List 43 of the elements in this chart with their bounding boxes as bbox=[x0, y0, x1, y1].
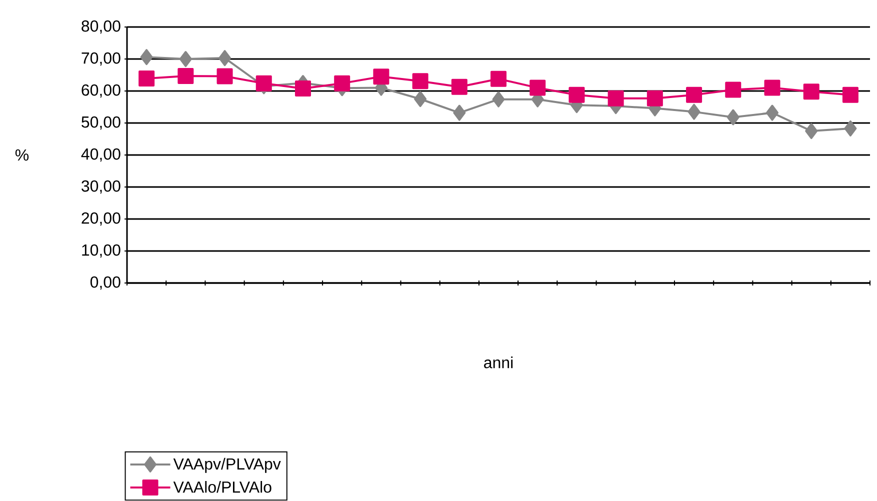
legend-label: VAApv/PLVApv bbox=[173, 458, 281, 474]
point bbox=[530, 80, 546, 96]
x-axis-title: anni bbox=[484, 356, 513, 368]
point bbox=[492, 92, 505, 108]
point bbox=[842, 87, 858, 104]
point bbox=[412, 73, 428, 90]
y-tick-label: 0,00 bbox=[90, 276, 120, 290]
point bbox=[218, 50, 232, 66]
point bbox=[414, 91, 427, 108]
y-tick-label: 80,00 bbox=[82, 20, 120, 34]
y-tick-label: 50,00 bbox=[82, 116, 120, 130]
point bbox=[764, 80, 780, 96]
point bbox=[294, 80, 311, 97]
point bbox=[334, 76, 350, 92]
point bbox=[766, 104, 778, 121]
point bbox=[216, 68, 233, 84]
point bbox=[373, 68, 390, 85]
point bbox=[844, 120, 857, 137]
point bbox=[140, 49, 153, 66]
point bbox=[646, 90, 663, 107]
point bbox=[138, 70, 155, 87]
point bbox=[179, 51, 192, 68]
point bbox=[608, 90, 624, 107]
y-axis-title: % bbox=[15, 150, 29, 161]
y-tick-label: 40,00 bbox=[81, 148, 120, 162]
point bbox=[256, 76, 272, 92]
point bbox=[688, 104, 700, 120]
point bbox=[490, 71, 507, 88]
point bbox=[686, 87, 702, 104]
point bbox=[725, 82, 742, 98]
y-tick-label: 10,00 bbox=[82, 244, 120, 258]
legend-label: VAAlo/PLVAlo bbox=[173, 481, 272, 493]
point bbox=[451, 79, 468, 96]
y-tick-label: 70,00 bbox=[82, 52, 120, 66]
y-tick-label: 60,00 bbox=[82, 84, 120, 98]
y-tick-label: 30,00 bbox=[82, 180, 120, 194]
point bbox=[726, 109, 740, 126]
point bbox=[453, 104, 466, 121]
point bbox=[805, 123, 818, 140]
point bbox=[178, 68, 194, 84]
y-tick-label: 20,00 bbox=[82, 212, 120, 226]
point bbox=[803, 84, 820, 100]
point bbox=[568, 87, 585, 104]
